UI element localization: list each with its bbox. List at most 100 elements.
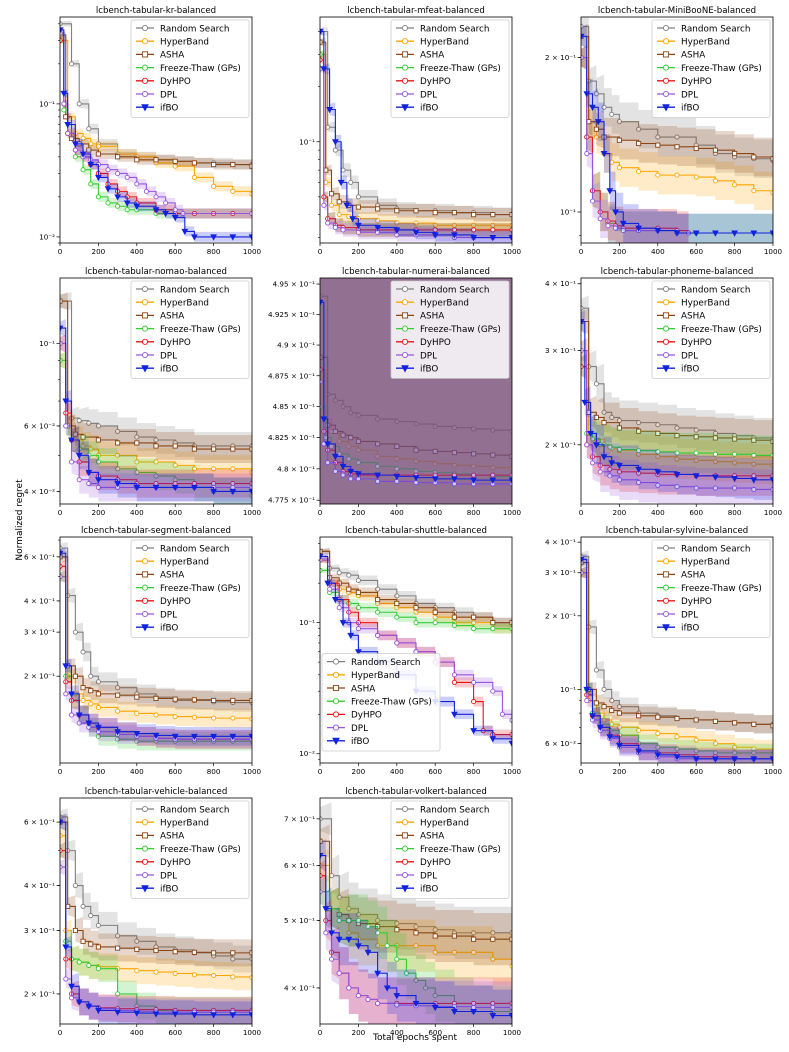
legend-entry-ifbo: ifBO [396, 365, 438, 375]
data-point [673, 754, 681, 761]
data-point [68, 712, 75, 718]
data-point [770, 748, 773, 754]
data-point [68, 459, 75, 465]
x-tick-label: 0 [318, 1028, 323, 1037]
data-point [80, 649, 86, 655]
data-point [712, 230, 719, 237]
data-point [471, 936, 477, 942]
legend-label: HyperBand [681, 38, 730, 48]
data-point [432, 448, 438, 454]
legend-marker [141, 832, 149, 839]
data-point [172, 713, 178, 720]
data-point [490, 212, 496, 218]
legend-label: ASHA [681, 51, 705, 61]
data-point [172, 443, 178, 449]
chart-title: lcbench-tabular-phoneme-balanced [601, 267, 754, 277]
data-point [340, 472, 346, 478]
legend-entry-asha: ASHA [136, 312, 184, 322]
legend-entry-random-search: Random Search [657, 544, 750, 554]
y-tick-label: 3 × 10⁻¹ [545, 346, 576, 355]
legend-marker [141, 285, 149, 293]
data-point [403, 970, 409, 976]
data-point [654, 228, 662, 235]
legend-entry-random-search: Random Search [136, 24, 229, 34]
legend-label: Freeze-Thaw (GPs) [681, 64, 762, 74]
y-tick-label: 3 × 10⁻¹ [545, 568, 576, 577]
data-point [508, 477, 512, 484]
data-point [609, 414, 615, 420]
data-point [229, 733, 237, 741]
legend-entry-ifbo: ifBO [396, 885, 438, 895]
data-point [115, 452, 121, 458]
data-point [115, 708, 121, 714]
legend-entry-dpl: DPL [136, 610, 177, 620]
data-point [343, 202, 351, 210]
legend-label: ASHA [420, 51, 444, 61]
legend-marker [141, 24, 149, 32]
x-tick-label: 600 [689, 247, 703, 256]
series-ifbo [320, 838, 512, 1024]
chart-title: lcbench-tabular-MiniBooNE-balanced [598, 6, 756, 16]
x-tick-label: 600 [428, 1028, 442, 1037]
data-point [355, 204, 361, 210]
data-point [328, 956, 335, 962]
legend-entry-asha: ASHA [396, 51, 444, 61]
series-dpl [320, 556, 512, 726]
legend-entry-asha: ASHA [657, 571, 705, 581]
data-point [589, 198, 596, 204]
x-tick-label: 600 [168, 767, 182, 776]
legend-entry-ifbo: ifBO [136, 365, 178, 375]
axes-frame [319, 277, 513, 505]
data-point [248, 488, 252, 496]
data-point [86, 480, 92, 487]
legend-marker [141, 312, 149, 319]
data-point [451, 222, 457, 228]
y-tick-label: 4 × 10⁻¹ [545, 279, 576, 288]
data-point [320, 553, 324, 561]
data-point [320, 853, 324, 860]
data-point [375, 218, 381, 224]
x-tick-label: 0 [58, 247, 63, 256]
data-point [581, 318, 585, 326]
data-point [332, 468, 338, 474]
data-point [85, 720, 93, 727]
legend-label: Random Search [160, 805, 229, 815]
legend-label: HyperBand [160, 558, 209, 568]
legend-entry-freeze-thaw-gps: Freeze-Thaw (GPs) [136, 64, 241, 74]
y-tick-label: 10⁻¹ [299, 137, 315, 146]
x-tick-label: 200 [352, 1028, 366, 1037]
legend-marker [662, 312, 670, 319]
chart-panel-lcbench-tabular-vehicle-balanced: lcbench-tabular-vehicle-balanced 0 200 400 6… [24, 787, 262, 1037]
data-point [320, 66, 328, 73]
data-point [412, 475, 420, 482]
data-point [394, 640, 400, 646]
x-tick-label: 0 [318, 247, 323, 256]
data-point [692, 473, 700, 480]
data-point [123, 200, 131, 207]
data-point [229, 1012, 237, 1019]
data-point [451, 679, 457, 685]
legend-label: Random Search [351, 658, 420, 668]
x-tick-label: 600 [428, 508, 442, 517]
data-point [152, 732, 160, 740]
x-tick-label: 800 [207, 1028, 221, 1037]
data-point [375, 930, 381, 936]
legend-entry-ifbo: ifBO [136, 104, 178, 114]
x-tick-label: 1000 [243, 1028, 262, 1037]
data-point [655, 449, 661, 455]
data-point [471, 626, 477, 632]
data-point [394, 927, 400, 933]
legend-box [130, 19, 250, 118]
data-point [152, 207, 160, 214]
data-point [732, 436, 738, 442]
legend-marker [662, 90, 670, 98]
legend-entry-asha: ASHA [396, 312, 444, 322]
legend-entry-dyhpo: DyHPO [657, 597, 712, 607]
data-point [320, 354, 323, 360]
data-point [68, 135, 75, 141]
series-random-search [581, 295, 773, 460]
data-point [655, 134, 661, 140]
data-point [490, 1004, 496, 1010]
x-tick-label: 1000 [503, 1028, 522, 1037]
data-point [751, 188, 757, 194]
